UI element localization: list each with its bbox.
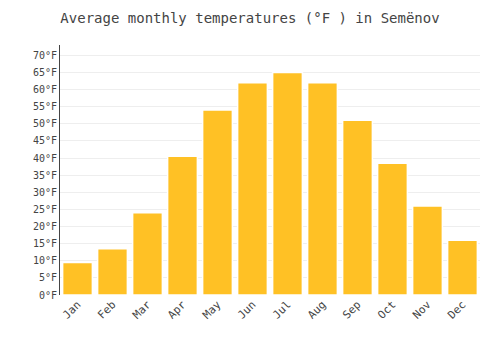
svg-text:5°F: 5°F: [39, 272, 57, 283]
svg-text:Oct: Oct: [375, 298, 398, 321]
svg-text:15°F: 15°F: [33, 238, 57, 249]
svg-text:55°F: 55°F: [33, 101, 57, 112]
svg-text:May: May: [200, 298, 224, 322]
svg-text:10°F: 10°F: [33, 255, 57, 266]
svg-text:Jun: Jun: [235, 298, 258, 321]
svg-text:50°F: 50°F: [33, 118, 57, 129]
svg-text:Dec: Dec: [445, 298, 468, 321]
svg-text:Apr: Apr: [165, 298, 189, 322]
svg-text:35°F: 35°F: [33, 170, 57, 181]
svg-text:Jan: Jan: [60, 298, 83, 321]
svg-text:60°F: 60°F: [33, 84, 57, 95]
svg-text:20°F: 20°F: [33, 221, 57, 232]
svg-text:Sep: Sep: [340, 298, 363, 321]
svg-text:Mar: Mar: [130, 298, 154, 322]
svg-text:70°F: 70°F: [33, 50, 57, 61]
svg-text:Average monthly temperatures (: Average monthly temperatures (°F ) in Se…: [60, 10, 439, 26]
svg-text:40°F: 40°F: [33, 153, 57, 164]
svg-text:Jul: Jul: [270, 298, 293, 321]
svg-text:0°F: 0°F: [39, 290, 57, 301]
svg-text:45°F: 45°F: [33, 135, 57, 146]
svg-text:Feb: Feb: [95, 298, 118, 321]
svg-text:Nov: Nov: [410, 298, 434, 322]
svg-text:65°F: 65°F: [33, 67, 57, 78]
svg-text:Aug: Aug: [305, 298, 328, 321]
svg-text:30°F: 30°F: [33, 187, 57, 198]
svg-text:25°F: 25°F: [33, 204, 57, 215]
